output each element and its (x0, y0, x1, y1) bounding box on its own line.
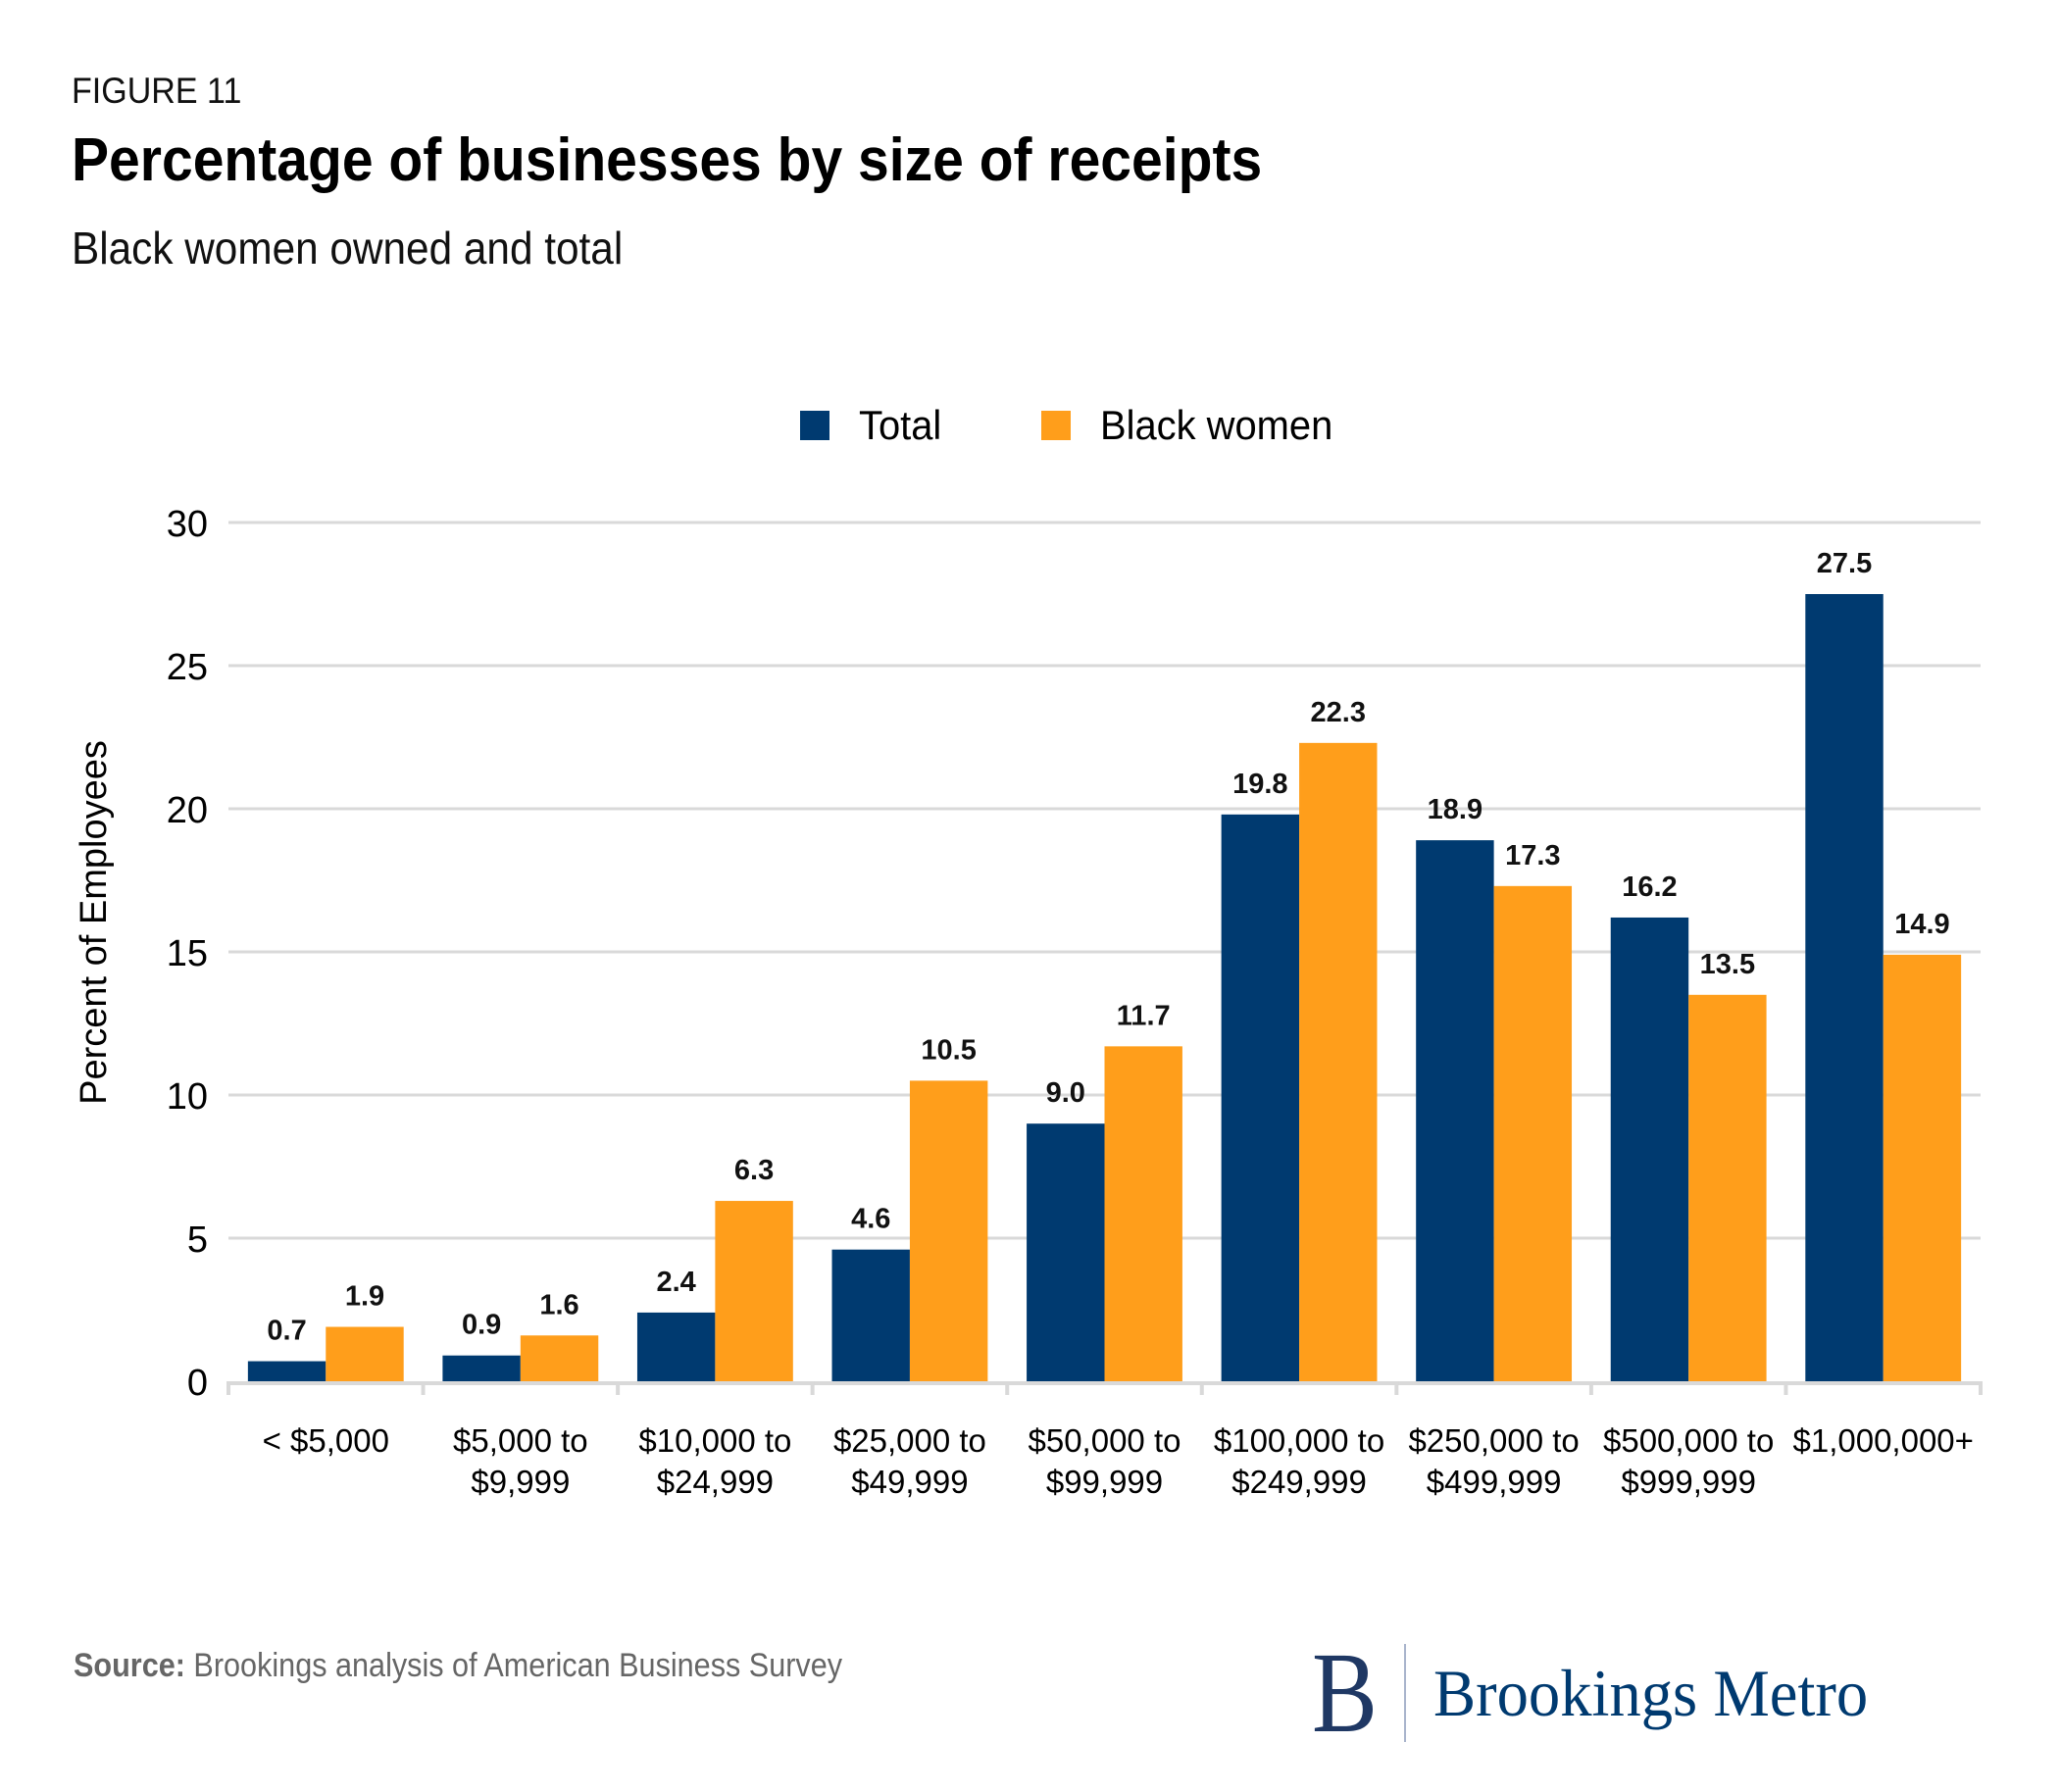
chart-subtitle: Black women owned and total (72, 223, 624, 274)
data-label: 17.3 (1505, 840, 1560, 871)
x-tick-label: < $5,000 (263, 1422, 389, 1459)
legend-swatch-total (800, 411, 829, 440)
bar-black-women (1299, 742, 1378, 1381)
source-label: Source: (74, 1647, 185, 1684)
data-label: 1.6 (539, 1289, 578, 1320)
bar-total (1221, 814, 1300, 1381)
x-tick-label: $5,000 to (453, 1422, 588, 1459)
x-tick-label: $25,000 to (833, 1422, 986, 1459)
x-tick-label: $249,999 (1231, 1464, 1367, 1500)
bar-black-women (520, 1335, 599, 1381)
x-tick-label: $499,999 (1427, 1464, 1562, 1500)
y-tick-label: 15 (167, 933, 208, 974)
bar-black-women (715, 1201, 793, 1381)
bar-black-women (326, 1326, 404, 1381)
data-label: 1.9 (345, 1281, 384, 1313)
data-label: 2.4 (657, 1267, 696, 1298)
data-label: 4.6 (851, 1204, 890, 1235)
legend-label-total: Total (859, 402, 942, 448)
y-tick-label: 20 (167, 790, 208, 831)
logo-text: Brookings Metro (1433, 1655, 1869, 1730)
data-label: 27.5 (1817, 548, 1872, 579)
data-label: 10.5 (921, 1034, 976, 1066)
x-tick-label: $9,999 (471, 1464, 570, 1500)
source-note: Source: Brookings analysis of American B… (74, 1647, 842, 1685)
legend-label-black-women: Black women (1100, 402, 1333, 448)
data-label: 13.5 (1700, 949, 1755, 980)
bar-black-women (1493, 885, 1573, 1381)
bar-black-women (909, 1080, 988, 1381)
bar-total (1027, 1123, 1105, 1381)
bar-black-women (1104, 1046, 1182, 1381)
logo-mark: B (1312, 1628, 1378, 1757)
legend-item-black-women: Black women (1041, 402, 1345, 449)
y-axis-title: Percent of Employees (74, 740, 115, 1105)
x-tick-label: $250,000 to (1408, 1422, 1579, 1459)
logo-divider (1404, 1644, 1406, 1742)
data-label: 9.0 (1046, 1077, 1085, 1109)
bar-total (1610, 917, 1689, 1381)
figure-label: FIGURE 11 (72, 71, 242, 111)
data-label: 6.3 (734, 1155, 774, 1186)
x-tick-label: $999,999 (1621, 1464, 1756, 1500)
bar-total (442, 1355, 521, 1381)
x-tick-label: $1,000,000+ (1793, 1422, 1974, 1459)
x-tick-label: $10,000 to (638, 1422, 791, 1459)
data-label: 0.7 (267, 1316, 306, 1347)
data-label: 19.8 (1232, 769, 1287, 800)
y-tick-label: 10 (167, 1076, 208, 1118)
x-tick-label: $50,000 to (1029, 1422, 1181, 1459)
y-tick-label: 25 (167, 647, 208, 688)
x-tick-label: $49,999 (851, 1464, 968, 1500)
data-label: 14.9 (1894, 909, 1949, 940)
source-text: Brookings analysis of American Business … (184, 1647, 843, 1684)
data-label: 16.2 (1622, 871, 1677, 903)
x-tick-label: $24,999 (657, 1464, 774, 1500)
x-tick-label: $99,999 (1046, 1464, 1163, 1500)
data-label: 11.7 (1117, 1000, 1171, 1031)
bar-total (1805, 594, 1884, 1381)
y-tick-label: 30 (167, 504, 208, 545)
chart-title: Percentage of businesses by size of rece… (72, 126, 1263, 194)
legend-item-total: Total (800, 402, 946, 449)
legend: Total Black women (0, 402, 2060, 461)
brookings-metro-logo: B Brookings Metro (1312, 1635, 1891, 1751)
x-tick-label: $500,000 to (1603, 1422, 1774, 1459)
data-label: 0.9 (462, 1310, 501, 1341)
x-tick-label: $100,000 to (1214, 1422, 1384, 1459)
legend-swatch-black-women (1041, 411, 1071, 440)
data-label: 18.9 (1428, 794, 1482, 825)
y-tick-label: 5 (187, 1220, 208, 1261)
bar-black-women (1883, 954, 1962, 1381)
bar-total (247, 1361, 327, 1381)
bar-total (1416, 840, 1494, 1381)
y-tick-label: 0 (187, 1363, 208, 1404)
bar-total (831, 1249, 910, 1381)
data-label: 22.3 (1311, 697, 1366, 728)
bar-black-women (1688, 994, 1767, 1381)
bar-total (636, 1312, 716, 1381)
